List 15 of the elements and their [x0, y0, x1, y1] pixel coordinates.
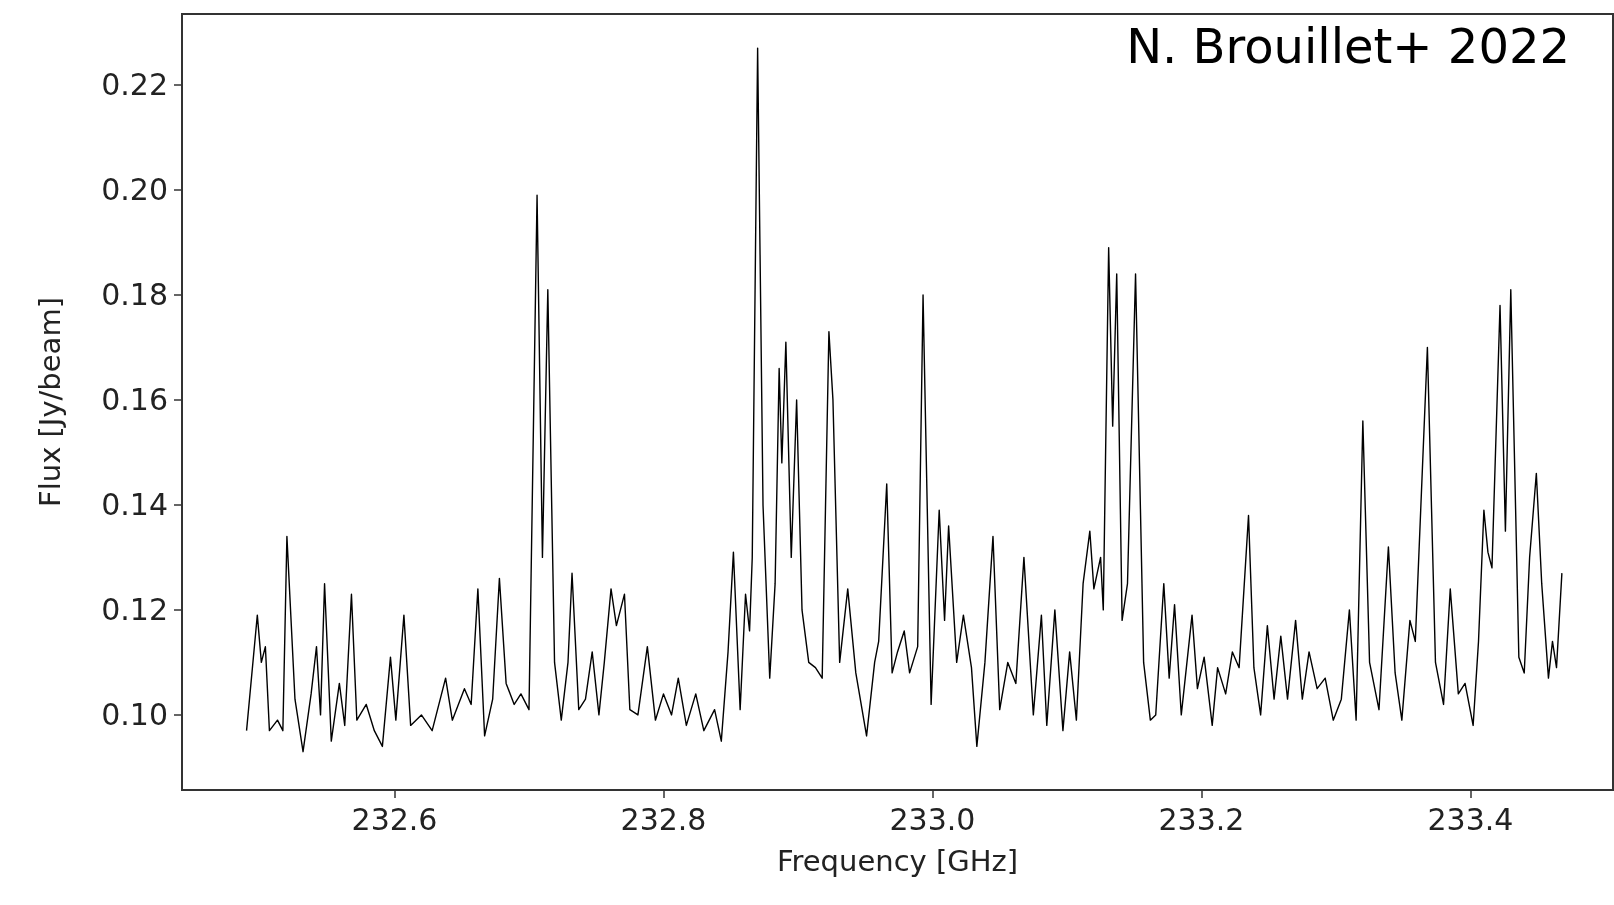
y-tick-label: 0.16	[101, 382, 168, 418]
y-tick-label: 0.20	[101, 172, 168, 208]
x-tick-label: 232.6	[351, 801, 438, 837]
y-tick-label: 0.10	[101, 697, 168, 733]
y-tick-label: 0.18	[101, 277, 168, 313]
y-tick-label: 0.14	[101, 487, 168, 523]
y-tick-label: 0.22	[101, 67, 168, 103]
x-tick-label: 232.8	[620, 801, 707, 837]
y-axis-title: Flux [Jy/beam]	[32, 297, 67, 507]
x-tick-label: 233.4	[1427, 801, 1514, 837]
x-tick-label: 233.0	[889, 801, 976, 837]
annotation: N. Brouillet+ 2022	[1126, 18, 1570, 74]
y-tick-label: 0.12	[101, 592, 168, 628]
x-axis-title: Frequency [GHz]	[776, 843, 1019, 878]
x-tick-label: 233.2	[1158, 801, 1245, 837]
